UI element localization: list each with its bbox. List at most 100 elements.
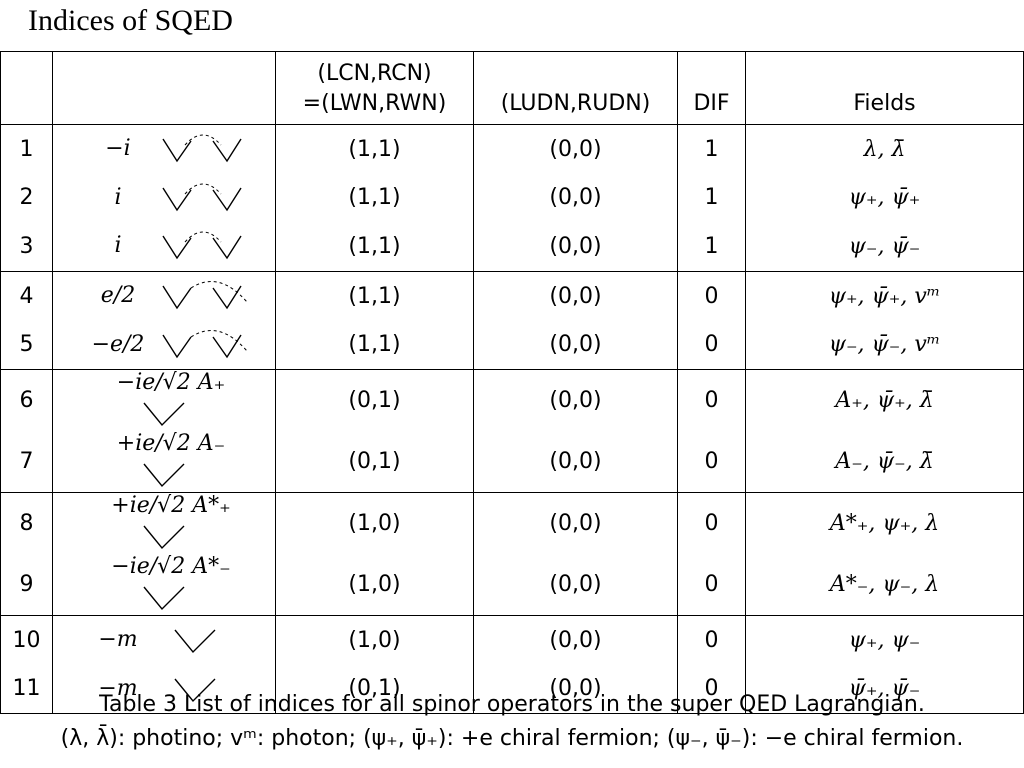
row-lcn-rcn: (1,1) (275, 222, 474, 272)
row-dif: 1 (677, 123, 746, 174)
vertex-diagram-icon (143, 402, 185, 427)
row-dif: 0 (677, 491, 746, 554)
row-coefficient: −ie/√2 A₊ (116, 369, 226, 395)
row-number: 2 (0, 173, 53, 223)
table-row: 4 e/2 (1,1) (0,0) 0 ψ₊, ψ̄₊, vᵐ (0, 270, 1024, 321)
row-coefficient: +ie/√2 A₋ (116, 430, 226, 456)
table-row: 2 i (1,1) (0,0) 1 ψ₊, ψ̄₊ (0, 173, 1024, 223)
vertex-diagram-icon (162, 183, 242, 212)
row-term: +ie/√2 A₋ (52, 430, 276, 493)
row-number: 5 (0, 320, 53, 370)
row-number: 3 (0, 222, 53, 272)
row-term: −i (52, 123, 276, 174)
table-row: 8 +ie/√2 A*₊ (1,0) (0,0) 0 A*₊, ψ₊, λ (0, 491, 1024, 554)
vertex-diagram-icon (143, 586, 185, 611)
header-fields: Fields (745, 51, 1024, 125)
row-ludn-rudn: (0,0) (473, 430, 678, 493)
row-dif: 0 (677, 270, 746, 321)
row-lcn-rcn: (1,1) (275, 173, 474, 223)
row-number: 7 (0, 430, 53, 493)
row-lcn-rcn: (1,0) (275, 553, 474, 616)
row-coefficient: e/2 (100, 283, 136, 309)
row-term: −e/2 (52, 320, 276, 370)
row-number: 11 (0, 664, 53, 714)
row-ludn-rudn: (0,0) (473, 614, 678, 665)
row-fields: ψ₊, ψ₋ (745, 614, 1024, 665)
row-lcn-rcn: (0,1) (275, 368, 474, 431)
row-lcn-rcn: (0,1) (275, 430, 474, 493)
row-term: −ie/√2 A₊ (52, 368, 276, 431)
row-lcn-rcn: (1,0) (275, 491, 474, 554)
page-title: Indices of SQED (28, 4, 233, 37)
table-row: 7 +ie/√2 A₋ (0,1) (0,0) 0 A₋, ψ̄₋, λ̄ (0, 430, 1024, 493)
table-row: 6 −ie/√2 A₊ (0,1) (0,0) 0 A₊, ψ̄₊, λ̄ (0, 368, 1024, 431)
row-fields: λ, λ̄ (745, 123, 1024, 174)
row-lcn-rcn: (0,1) (275, 664, 474, 714)
row-coefficient: i (114, 184, 122, 210)
row-term: −m (52, 664, 276, 714)
row-dif: 1 (677, 173, 746, 223)
row-dif: 0 (677, 320, 746, 370)
row-term: i (52, 173, 276, 223)
row-fields: A₋, ψ̄₋, λ̄ (745, 430, 1024, 493)
row-number: 1 (0, 123, 53, 174)
table-header-row: (LCN,RCN) =(LWN,RWN) (LUDN,RUDN) DIF Fie… (0, 51, 1024, 125)
vertex-diagram-icon (143, 525, 185, 550)
row-dif: 0 (677, 368, 746, 431)
row-ludn-rudn: (0,0) (473, 222, 678, 272)
row-number: 6 (0, 368, 53, 431)
table-row: 3 i (1,1) (0,0) 1 ψ₋, ψ̄₋ (0, 222, 1024, 272)
header-lcn-line2: =(LWN,RWN) (302, 91, 447, 116)
row-ludn-rudn: (0,0) (473, 491, 678, 554)
row-coefficient: −i (105, 136, 131, 162)
row-fields: ψ₊, ψ̄₊, vᵐ (745, 270, 1024, 321)
row-term: i (52, 222, 276, 272)
row-coefficient: −ie/√2 A*₋ (111, 553, 231, 579)
header-dif: DIF (677, 51, 746, 125)
row-ludn-rudn: (0,0) (473, 664, 678, 714)
row-fields: A*₋, ψ₋, λ (745, 553, 1024, 616)
row-number: 4 (0, 270, 53, 321)
row-ludn-rudn: (0,0) (473, 553, 678, 616)
vertex-diagram-icon (162, 329, 248, 358)
row-term: e/2 (52, 270, 276, 321)
row-dif: 1 (677, 222, 746, 272)
header-term (52, 51, 276, 125)
vertex-diagram-icon (174, 629, 216, 654)
row-lcn-rcn: (1,1) (275, 270, 474, 321)
row-lcn-rcn: (1,1) (275, 320, 474, 370)
row-term: +ie/√2 A*₊ (52, 491, 276, 554)
row-lcn-rcn: (1,0) (275, 614, 474, 665)
row-fields: ψ₋, ψ̄₋ (745, 222, 1024, 272)
row-dif: 0 (677, 553, 746, 616)
row-fields: ψ₋, ψ̄₋, vᵐ (745, 320, 1024, 370)
row-ludn-rudn: (0,0) (473, 173, 678, 223)
row-dif: 0 (677, 430, 746, 493)
header-lcn: (LCN,RCN) =(LWN,RWN) (275, 51, 474, 125)
row-number: 9 (0, 553, 53, 616)
row-ludn-rudn: (0,0) (473, 368, 678, 431)
table-row: 5 −e/2 (1,1) (0,0) 0 ψ₋, ψ̄₋, vᵐ (0, 320, 1024, 370)
row-coefficient: −e/2 (91, 331, 145, 357)
caption-line-1: Table 3 List of indices for all spinor o… (99, 692, 925, 717)
table-row: 10 −m (1,0) (0,0) 0 ψ₊, ψ₋ (0, 614, 1024, 665)
header-lcn-line1: (LCN,RCN) (317, 61, 432, 86)
row-ludn-rudn: (0,0) (473, 123, 678, 174)
indices-table: (LCN,RCN) =(LWN,RWN) (LUDN,RUDN) DIF Fie… (0, 51, 1024, 715)
row-term: −ie/√2 A*₋ (52, 553, 276, 616)
vertex-diagram-icon (174, 678, 216, 702)
row-term: −m (52, 614, 276, 665)
row-coefficient: −m (98, 627, 138, 653)
vertex-diagram-icon (162, 281, 248, 310)
row-coefficient: −m (98, 675, 138, 701)
header-ludn: (LUDN,RUDN) (473, 51, 678, 125)
row-dif: 0 (677, 614, 746, 665)
row-lcn-rcn: (1,1) (275, 123, 474, 174)
row-number: 8 (0, 491, 53, 554)
row-fields: A*₊, ψ₊, λ (745, 491, 1024, 554)
row-fields: ψ̄₊, ψ̄₋ (745, 664, 1024, 714)
row-number: 10 (0, 614, 53, 665)
row-dif: 0 (677, 664, 746, 714)
row-fields: A₊, ψ̄₊, λ̄ (745, 368, 1024, 431)
vertex-diagram-icon (162, 231, 242, 260)
